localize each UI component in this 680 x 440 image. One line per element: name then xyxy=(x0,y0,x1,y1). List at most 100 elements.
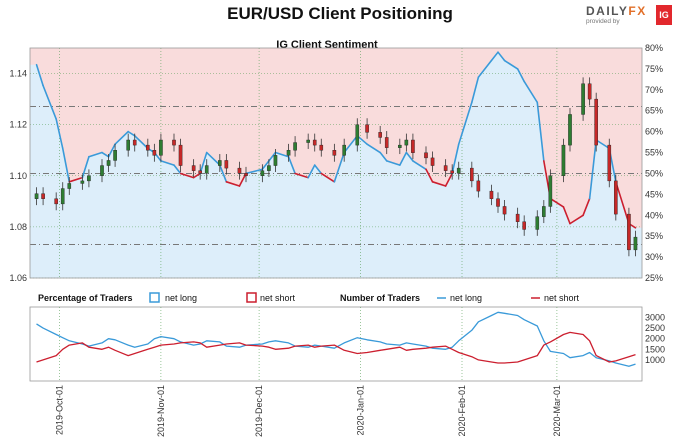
candle xyxy=(489,190,494,199)
ig-logo: IG xyxy=(656,5,672,25)
candle xyxy=(515,213,520,222)
candle xyxy=(204,165,209,174)
candle xyxy=(522,221,526,230)
y-tick-percent: 80% xyxy=(645,43,663,53)
candle xyxy=(312,139,317,146)
y-tick-price: 1.10 xyxy=(9,171,27,181)
sentiment-segment xyxy=(68,176,84,183)
legend-pct-short-swatch xyxy=(246,292,257,303)
y-tick-traders: 3000 xyxy=(645,313,665,323)
y-tick-percent: 70% xyxy=(645,85,663,95)
sentiment-segment xyxy=(333,151,345,183)
logo-brand-daily: DAILY xyxy=(586,4,629,18)
sentiment-segment xyxy=(549,197,565,208)
sentiment-segment xyxy=(405,151,414,162)
candle xyxy=(450,170,454,174)
legend: Percentage of Traders net long net short… xyxy=(38,292,580,303)
candle xyxy=(126,139,130,151)
sentiment-segment xyxy=(192,172,201,179)
sentiment-segment xyxy=(88,151,103,158)
y-tick-percent: 55% xyxy=(645,148,663,158)
y-tick-price: 1.06 xyxy=(9,273,27,283)
sentiment-segment xyxy=(199,151,208,175)
candle xyxy=(470,167,474,182)
candle xyxy=(67,183,72,189)
candle xyxy=(319,144,324,151)
sentiment-segment xyxy=(569,214,584,225)
legend-pct-short: net short xyxy=(260,293,296,303)
sentiment-segment xyxy=(179,172,195,179)
sentiment-segment xyxy=(379,151,388,162)
sentiment-segment xyxy=(225,181,241,187)
sentiment-segment xyxy=(274,151,290,158)
sentiment-segment xyxy=(595,139,611,150)
candle xyxy=(172,139,176,146)
sentiment-segment xyxy=(588,139,597,200)
candle xyxy=(607,144,612,182)
candle xyxy=(342,144,346,156)
candle xyxy=(365,124,369,133)
sentiment-segment xyxy=(107,143,116,158)
sentiment-segment xyxy=(562,206,571,225)
sentiment-panel: 1.06 1.08 1.10 1.12 1.14 25% 30% 35% 40% 45% 50% 55… xyxy=(9,43,663,283)
candle xyxy=(443,165,448,171)
sentiment-segment xyxy=(307,164,316,179)
sentiment-segment xyxy=(294,172,309,179)
candle xyxy=(430,157,435,166)
candle xyxy=(496,198,500,207)
sentiment-segment xyxy=(81,155,90,179)
legend-pct-long: net long xyxy=(165,293,197,303)
candle xyxy=(542,206,546,217)
candle xyxy=(587,83,592,100)
y-tick-traders: 2500 xyxy=(645,323,665,333)
sentiment-segment xyxy=(523,80,539,104)
candle xyxy=(198,170,202,174)
candle xyxy=(561,144,566,176)
candle xyxy=(191,165,196,171)
sentiment-segment xyxy=(516,68,525,83)
candle xyxy=(244,173,248,176)
sentiment-segment xyxy=(173,164,182,175)
y-tick-price: 1.14 xyxy=(9,69,27,79)
candle xyxy=(581,83,585,115)
sentiment-segment xyxy=(261,160,270,171)
sentiment-segment xyxy=(412,160,427,171)
sentiment-segment xyxy=(101,151,110,158)
x-tick-date: 2020-Mar-01 xyxy=(552,385,562,437)
candle xyxy=(267,165,271,171)
sentiment-segment xyxy=(615,181,630,225)
sentiment-segment xyxy=(457,101,473,145)
candle xyxy=(535,216,540,230)
sentiment-segment xyxy=(205,151,221,166)
sentiment-segment xyxy=(42,84,57,120)
legend-pct-long-swatch xyxy=(149,292,160,303)
candle xyxy=(548,175,553,207)
candle xyxy=(106,160,111,166)
x-tick-date: 2019-Nov-01 xyxy=(156,385,166,437)
y-tick-percent: 40% xyxy=(645,210,663,220)
candle xyxy=(159,139,163,156)
y-tick-traders: 1500 xyxy=(645,344,665,354)
candle xyxy=(113,150,117,161)
candle xyxy=(34,193,39,199)
candle xyxy=(237,167,242,174)
candle xyxy=(146,144,150,151)
sentiment-segment xyxy=(35,63,44,87)
candle xyxy=(614,180,618,215)
y-tick-traders: 1000 xyxy=(645,355,665,365)
candle xyxy=(411,139,415,153)
x-tick-date: 2020-Feb-01 xyxy=(457,385,467,437)
candle xyxy=(41,193,45,199)
sentiment-segment xyxy=(133,135,149,150)
y-tick-percent: 60% xyxy=(645,127,663,137)
candle xyxy=(476,180,481,192)
sentiment-segment xyxy=(268,151,277,162)
candle xyxy=(100,165,104,176)
candle xyxy=(332,150,337,156)
y-tick-percent: 30% xyxy=(645,252,663,262)
candle xyxy=(87,175,91,182)
candle xyxy=(378,132,382,138)
candle xyxy=(502,206,507,215)
sentiment-segment xyxy=(399,151,408,166)
